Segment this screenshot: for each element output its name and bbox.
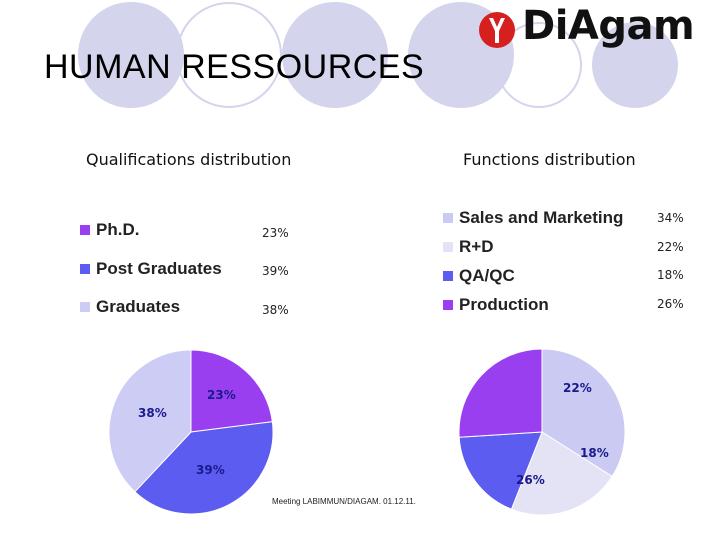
footer-text: Meeting LABIMMUN/DIAGAM. 01.12.11. <box>272 497 416 506</box>
legend-label: Sales and Marketing <box>459 208 624 227</box>
legend-label: QA/QC <box>459 266 515 285</box>
pie-slice-label: 39% <box>196 463 225 477</box>
legend-label: R+D <box>459 237 494 256</box>
legend-swatch <box>443 242 453 252</box>
legend-swatch <box>443 271 453 281</box>
page-title: HUMAN RESSOURCES <box>44 48 425 86</box>
decorative-circle <box>78 2 184 108</box>
legend-swatch <box>80 302 90 312</box>
legend-percent: 39% <box>262 264 289 278</box>
legend-percent: 34% <box>657 211 684 225</box>
pie-slice-label: 18% <box>580 446 609 460</box>
pie-slice <box>134 421 274 515</box>
pie-slice <box>458 348 543 438</box>
legend-label: Graduates <box>96 297 181 316</box>
legend-swatch <box>80 225 90 235</box>
decorative-ring <box>176 2 282 108</box>
legend-percent: 38% <box>262 303 289 317</box>
legend-percent: 18% <box>657 268 684 282</box>
pie-slice-label: 22% <box>563 381 592 395</box>
legend-label: Post Graduates <box>96 259 222 278</box>
functions-title: Functions distribution <box>463 150 636 169</box>
legend-label: Production <box>459 295 549 314</box>
legend-percent: 23% <box>262 226 289 240</box>
pie-slice <box>190 349 273 433</box>
pie-slice-label: 26% <box>516 473 545 487</box>
pie-slice-label: 23% <box>207 388 236 402</box>
pie-slice <box>458 431 543 510</box>
decorative-ring <box>496 22 582 108</box>
decorative-circle <box>592 22 678 108</box>
legend-percent: 26% <box>657 297 684 311</box>
diagam-y-logo-icon <box>479 12 515 48</box>
legend-label: Ph.D. <box>96 220 140 239</box>
qualifications-title: Qualifications distribution <box>86 150 292 169</box>
logo-text: DiAgam <box>522 3 695 49</box>
pie-slice <box>108 349 192 493</box>
legend-swatch <box>443 300 453 310</box>
legend-percent: 22% <box>657 240 684 254</box>
company-logo: DiAgam <box>478 3 714 52</box>
pie-slice-label: 38% <box>138 406 167 420</box>
decorative-circle <box>282 2 388 108</box>
legend-swatch <box>80 264 90 274</box>
pie-slice <box>510 431 613 516</box>
legend-swatch <box>443 213 453 223</box>
